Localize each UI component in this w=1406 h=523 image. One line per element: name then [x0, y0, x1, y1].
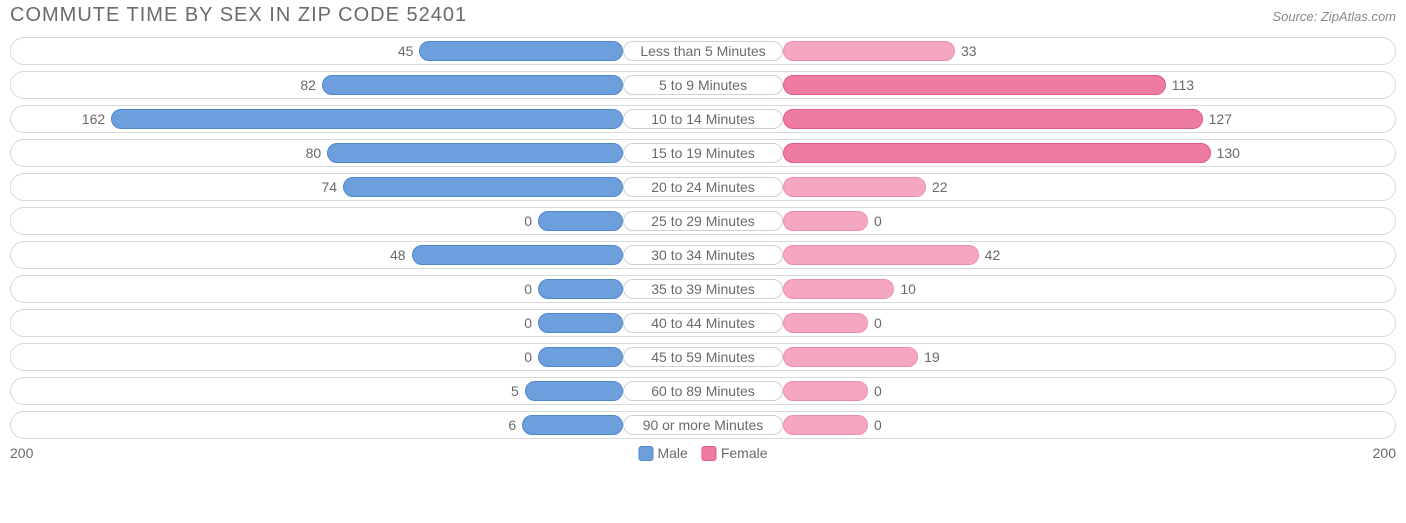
- male-value-label: 45: [398, 38, 414, 64]
- female-bar: [783, 381, 868, 401]
- female-bar: [783, 279, 894, 299]
- female-value-label: 42: [985, 242, 1001, 268]
- male-value-label: 6: [508, 412, 516, 438]
- category-label: 40 to 44 Minutes: [623, 313, 783, 333]
- chart-row: 0 0 40 to 44 Minutes: [10, 309, 1396, 337]
- category-label: 45 to 59 Minutes: [623, 347, 783, 367]
- female-bar: [783, 347, 918, 367]
- category-label: 25 to 29 Minutes: [623, 211, 783, 231]
- male-value-label: 0: [524, 310, 532, 336]
- chart-row: 48 42 30 to 34 Minutes: [10, 241, 1396, 269]
- category-label: 20 to 24 Minutes: [623, 177, 783, 197]
- female-value-label: 10: [900, 276, 916, 302]
- female-bar: [783, 143, 1211, 163]
- male-bar: [327, 143, 623, 163]
- male-bar: [111, 109, 623, 129]
- male-bar: [322, 75, 623, 95]
- chart-row: 45 33 Less than 5 Minutes: [10, 37, 1396, 65]
- chart-row: 0 0 25 to 29 Minutes: [10, 207, 1396, 235]
- category-label: Less than 5 Minutes: [623, 41, 783, 61]
- male-bar: [412, 245, 623, 265]
- category-label: 15 to 19 Minutes: [623, 143, 783, 163]
- chart-footer: 200 Male Female 200: [10, 445, 1396, 465]
- female-value-label: 19: [924, 344, 940, 370]
- male-bar: [419, 41, 623, 61]
- female-bar: [783, 415, 868, 435]
- legend-item-female: Female: [702, 445, 768, 461]
- category-label: 35 to 39 Minutes: [623, 279, 783, 299]
- chart-row: 5 0 60 to 89 Minutes: [10, 377, 1396, 405]
- female-bar: [783, 313, 868, 333]
- chart-row: 162 127 10 to 14 Minutes: [10, 105, 1396, 133]
- female-value-label: 33: [961, 38, 977, 64]
- male-bar: [538, 279, 623, 299]
- female-value-label: 127: [1209, 106, 1232, 132]
- male-value-label: 74: [321, 174, 337, 200]
- chart-row: 80 130 15 to 19 Minutes: [10, 139, 1396, 167]
- chart-row: 0 19 45 to 59 Minutes: [10, 343, 1396, 371]
- male-value-label: 48: [390, 242, 406, 268]
- male-value-label: 162: [82, 106, 105, 132]
- female-value-label: 113: [1172, 72, 1194, 98]
- female-swatch-icon: [702, 446, 717, 461]
- male-bar: [538, 347, 623, 367]
- female-bar: [783, 177, 926, 197]
- chart-row: 6 0 90 or more Minutes: [10, 411, 1396, 439]
- female-value-label: 0: [874, 378, 882, 404]
- female-bar: [783, 245, 979, 265]
- male-bar: [538, 313, 623, 333]
- female-value-label: 0: [874, 412, 882, 438]
- chart-source: Source: ZipAtlas.com: [1272, 9, 1396, 24]
- female-value-label: 22: [932, 174, 948, 200]
- male-value-label: 0: [524, 344, 532, 370]
- category-label: 10 to 14 Minutes: [623, 109, 783, 129]
- female-bar: [783, 41, 955, 61]
- chart-body: 45 33 Less than 5 Minutes 82 113 5 to 9 Minut…: [10, 37, 1396, 439]
- category-label: 30 to 34 Minutes: [623, 245, 783, 265]
- chart-title: COMMUTE TIME BY SEX IN ZIP CODE 52401: [10, 4, 467, 27]
- male-value-label: 82: [300, 72, 316, 98]
- male-bar: [538, 211, 623, 231]
- category-label: 60 to 89 Minutes: [623, 381, 783, 401]
- chart-row: 82 113 5 to 9 Minutes: [10, 71, 1396, 99]
- female-value-label: 0: [874, 208, 882, 234]
- category-label: 5 to 9 Minutes: [623, 75, 783, 95]
- male-swatch-icon: [638, 446, 653, 461]
- axis-max-right: 200: [1373, 445, 1396, 461]
- axis-max-left: 200: [10, 445, 33, 461]
- legend: Male Female: [638, 445, 767, 461]
- male-bar: [525, 381, 623, 401]
- female-value-label: 130: [1217, 140, 1240, 166]
- chart-row: 74 22 20 to 24 Minutes: [10, 173, 1396, 201]
- female-bar: [783, 211, 868, 231]
- legend-item-male: Male: [638, 445, 687, 461]
- chart-header: COMMUTE TIME BY SEX IN ZIP CODE 52401 So…: [10, 4, 1396, 27]
- male-value-label: 5: [511, 378, 519, 404]
- category-label: 90 or more Minutes: [623, 415, 783, 435]
- male-bar: [522, 415, 623, 435]
- male-value-label: 0: [524, 276, 532, 302]
- female-bar: [783, 109, 1203, 129]
- legend-female-label: Female: [721, 445, 768, 461]
- chart-row: 0 10 35 to 39 Minutes: [10, 275, 1396, 303]
- legend-male-label: Male: [657, 445, 687, 461]
- male-bar: [343, 177, 623, 197]
- female-value-label: 0: [874, 310, 882, 336]
- male-value-label: 80: [306, 140, 322, 166]
- female-bar: [783, 75, 1166, 95]
- male-value-label: 0: [524, 208, 532, 234]
